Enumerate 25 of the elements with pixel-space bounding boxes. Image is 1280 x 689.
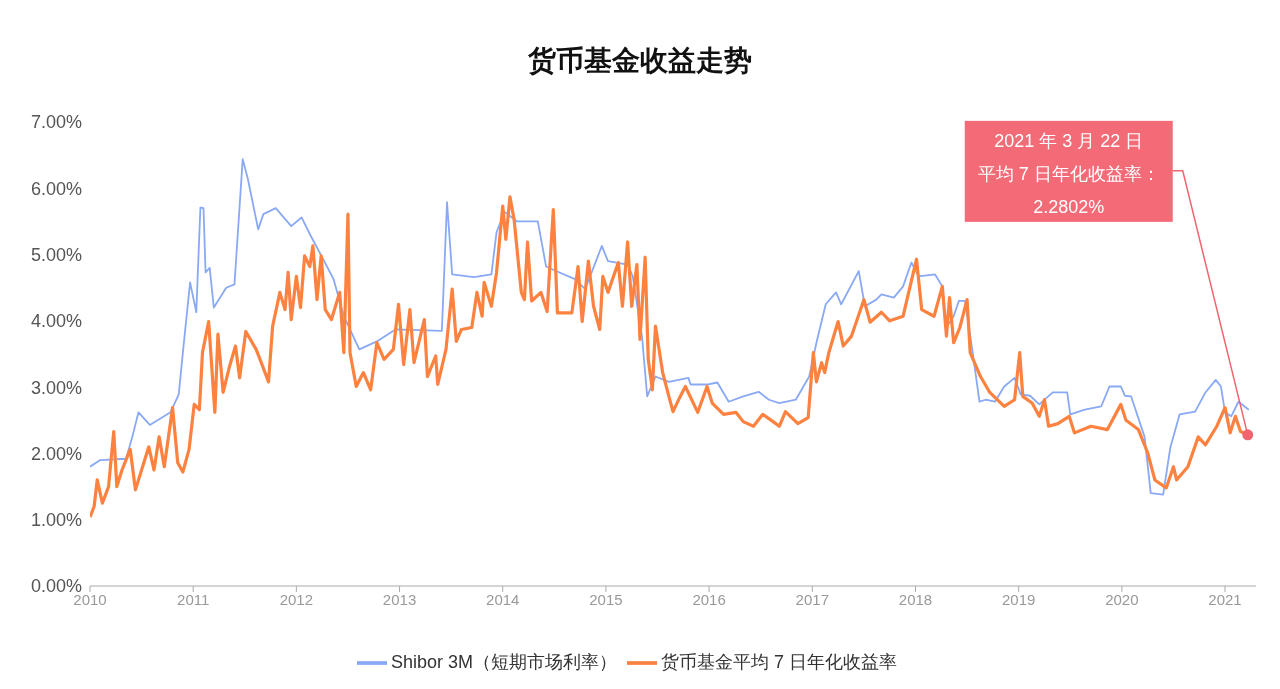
y-tick-label: 7.00% xyxy=(30,112,82,133)
x-tick-label: 2020 xyxy=(1105,590,1139,608)
annotation: 2.2802% xyxy=(1033,196,1105,217)
y-tick-label: 1.00% xyxy=(30,510,82,531)
x-tick-label: 2021 xyxy=(1208,590,1242,608)
y-tick-label: 2.00% xyxy=(30,443,82,464)
x-tick-label: 2019 xyxy=(1001,590,1036,608)
y-tick-label: 5.00% xyxy=(30,244,82,265)
x-tick-label: 2018 xyxy=(898,590,933,608)
y-tick-label: 6.00% xyxy=(30,178,82,199)
x-tick-label: 2014 xyxy=(486,590,520,608)
chart-title: 货币基金收益走势 xyxy=(527,44,753,78)
x-tick-label: 2016 xyxy=(692,590,726,608)
x-tick-label: 2011 xyxy=(177,590,210,608)
x-tick-label: 2017 xyxy=(795,590,829,608)
y-tick-label: 3.00% xyxy=(30,377,82,398)
x-tick-label: 2012 xyxy=(279,590,314,608)
x-tick-label: 2013 xyxy=(382,590,417,608)
legend-label: 货币基金平均 7 日年化收益率 xyxy=(661,651,898,672)
legend-label: Shibor 3M（短期市场利率） xyxy=(390,651,618,672)
line-series xyxy=(90,158,1250,496)
y-tick-label: 4.00% xyxy=(30,311,82,332)
annotation: 平均 7 日年化收益率： xyxy=(977,163,1160,184)
x-tick-label: 2015 xyxy=(589,590,623,608)
annotation: 2021 年 3 月 22 日 xyxy=(994,130,1144,151)
